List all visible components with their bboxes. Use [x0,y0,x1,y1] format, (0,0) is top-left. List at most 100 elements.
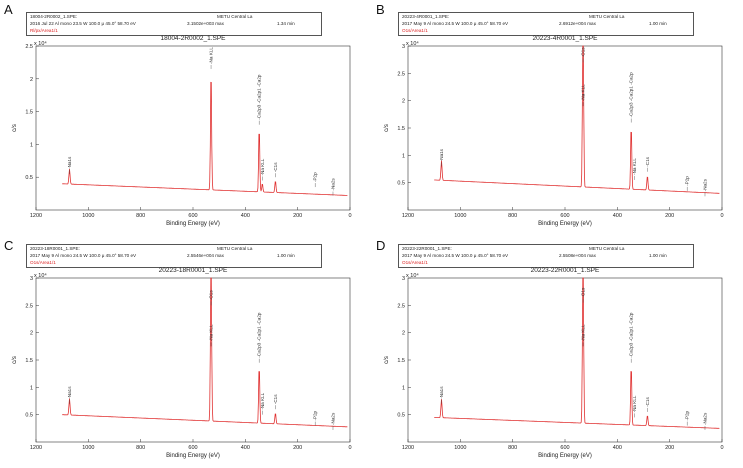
header-meta: 2016 Jul 22 Al mono 23.5 W 100.0 μ 45.0°… [30,21,136,26]
y-tick-label: 0.5 [397,413,405,419]
y-tick-label: 1 [30,385,33,391]
header-file: 20223-4R0001_1.SPE: [402,14,450,19]
chart-title: 18004-2R0002_1.SPE [160,35,226,42]
plot-frame [35,277,351,443]
x-tick-label: 200 [293,445,302,451]
peak-label: -Na KLL [209,324,214,341]
y-tick-label: 1.5 [397,126,405,132]
peak-label: -Na2s [702,178,707,191]
chart-title: 20223-18R0001_1.SPE [159,267,228,274]
peak-label: -Na2s [702,412,707,425]
y-tick-label: 2.5 [25,44,33,50]
peak-label: -Na1s [439,386,444,399]
y-tick-label: 0.5 [397,181,405,187]
y-tick-label: 2 [30,77,33,83]
header-org: METU Central La [589,246,625,251]
peak-label: -Na1s [67,386,72,399]
peak-label: -Ca2p3 -Ca2p1 -Ca2p [257,312,262,358]
y-tick-label: 1 [402,153,405,159]
y-axis-label: c/s [12,356,18,364]
x-axis-label: Binding Energy (eV) [538,453,592,459]
header-time: 1.00 min [277,253,295,258]
x-tick-label: 0 [720,445,723,451]
header-file: 18004-2R0002_1.SPE: [30,14,78,19]
peak-label: -Ca2p3 -Ca2p1 -Ca2p [629,72,634,118]
x-axis-label: Binding Energy (eV) [166,453,220,459]
peak-label: -P2p [313,410,318,420]
peak-label: -C1s [645,397,650,407]
header-region: O1s/Area1/1 [30,260,56,265]
header-region: Rl/px/Area1/1 [30,28,58,33]
x-tick-label: 400 [241,213,250,219]
y-exponent-label: x 10⁴ [406,40,419,47]
info-box: 20223-22R0001_1.SPE: 2017 May 9 Al mono 2… [398,244,694,268]
header-time: 1.00 min [649,21,667,26]
y-exponent-label: x 10⁴ [34,272,47,279]
x-tick-label: 600 [188,445,197,451]
peak-label: -Na KLL [581,84,586,101]
header-time: 1.34 min [277,21,295,26]
x-tick-label: 600 [560,445,569,451]
x-tick-label: 800 [508,445,517,451]
peak-label: -Na KLL [260,158,265,175]
y-tick-label: 1 [30,142,33,148]
y-axis-label: c/s [384,124,390,132]
spectrum-line [434,45,720,194]
panel-letter-d: D [376,238,386,253]
info-box: 20223-18R0001_1.SPE: 2017 May 9 Al mono 2… [26,244,322,268]
peak-label: -Na2s [330,178,335,191]
panel-letter-c: C [4,238,14,253]
peak-label: -C1s [273,394,278,404]
peak-label: -P2p [685,176,690,186]
y-tick-label: 1.5 [25,358,33,364]
x-tick-label: 1000 [82,213,94,219]
header-org: METU Central La [217,246,253,251]
y-tick-label: 1.5 [25,110,33,116]
x-tick-label: 800 [136,213,145,219]
panel-letter-a: A [4,2,13,17]
x-tick-label: 1200 [30,445,42,451]
peak-label: -P2p [313,172,318,182]
x-tick-label: 800 [136,445,145,451]
x-tick-label: 400 [613,213,622,219]
peak-label: -O1s [581,47,586,58]
peak-label: -C1s [645,156,650,166]
plot-frame [35,45,351,211]
x-tick-label: 600 [188,213,197,219]
chart-title: 20223-22R0001_1.SPE [531,267,600,274]
peak-label: -Na KLL [632,158,637,175]
x-tick-label: 1200 [402,445,414,451]
y-tick-label: 0.5 [25,175,33,181]
y-tick-label: 1 [402,385,405,391]
x-tick-label: 400 [613,445,622,451]
x-tick-label: 0 [348,213,351,219]
x-tick-label: 800 [508,213,517,219]
peak-label: -Na KLL [581,324,586,341]
y-tick-label: 1.5 [397,358,405,364]
y-tick-label: 3 [402,276,405,282]
header-meta: 2017 May 9 Al mono 24.5 W 100.0 μ 45.0° … [30,253,137,258]
y-tick-label: 3 [402,44,405,50]
header-max: 3.1502e+003 max [187,21,224,26]
peak-label: -Ca2p3 -Ca2p1 -Ca2p [629,312,634,358]
y-tick-label: 0.5 [25,413,33,419]
plot-frame [407,277,723,443]
peak-label: -C1s [273,162,278,172]
y-axis-label: c/s [384,356,390,364]
spectrum-line [62,81,348,196]
x-tick-label: 1200 [30,213,42,219]
y-tick-label: 2 [402,99,405,105]
header-meta: 2017 May 9 Al mono 24.5 W 100.0 μ 45.0° … [402,21,509,26]
plot-frame [407,45,723,211]
header-org: METU Central La [589,14,625,19]
header-max: 2.6912e+004 max [559,21,596,26]
header-max: 2.5508e+004 max [559,253,596,258]
x-tick-label: 200 [665,445,674,451]
x-axis-label: Binding Energy (eV) [538,221,592,227]
y-tick-label: 2 [402,331,405,337]
header-file: 20223-22R0001_1.SPE: [402,246,452,251]
peak-label: -Na KLL [209,47,214,64]
